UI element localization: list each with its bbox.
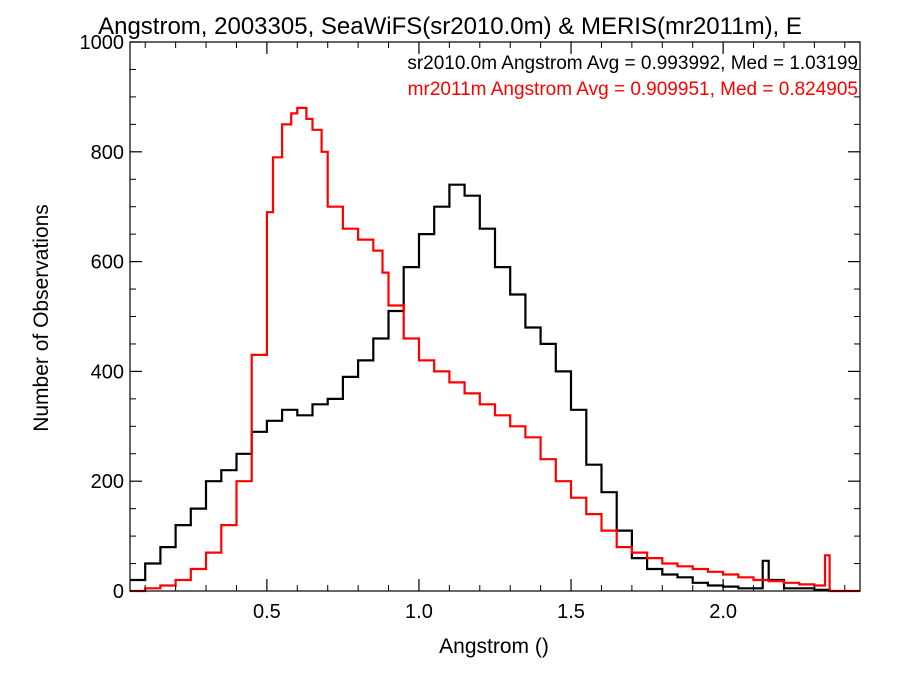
y-tick-label: 1000	[80, 32, 125, 54]
y-tick-label: 600	[91, 252, 124, 274]
x-tick-label: 1.0	[405, 601, 433, 623]
axis-ticks: 0 200 400 600 800 1000 0.5 1.0 1.5 2.0	[80, 32, 860, 623]
x-tick-label: 0.5	[253, 601, 281, 623]
y-axis-label: Number of Observations	[30, 204, 53, 432]
x-tick-label: 2.0	[709, 601, 737, 623]
chart-title: Angstrom, 2003305, SeaWiFS(sr2010.0m) & …	[98, 13, 802, 40]
series-annotation-red: mr2011m Angstrom Avg = 0.909951, Med = 0…	[408, 79, 858, 100]
x-tick-label: 1.5	[557, 601, 585, 623]
series-line-0	[130, 183, 831, 591]
y-tick-label: 400	[91, 361, 124, 383]
x-axis-label: Angstrom ()	[439, 635, 549, 658]
series-annotation-black: sr2010.0m Angstrom Avg = 0.993992, Med =…	[407, 53, 858, 74]
y-tick-label: 800	[91, 142, 124, 164]
y-tick-label: 200	[91, 471, 124, 493]
y-tick-label: 0	[113, 581, 124, 603]
series-line-1	[130, 106, 860, 593]
plot-frame	[129, 41, 861, 592]
plot-lines	[130, 106, 860, 593]
